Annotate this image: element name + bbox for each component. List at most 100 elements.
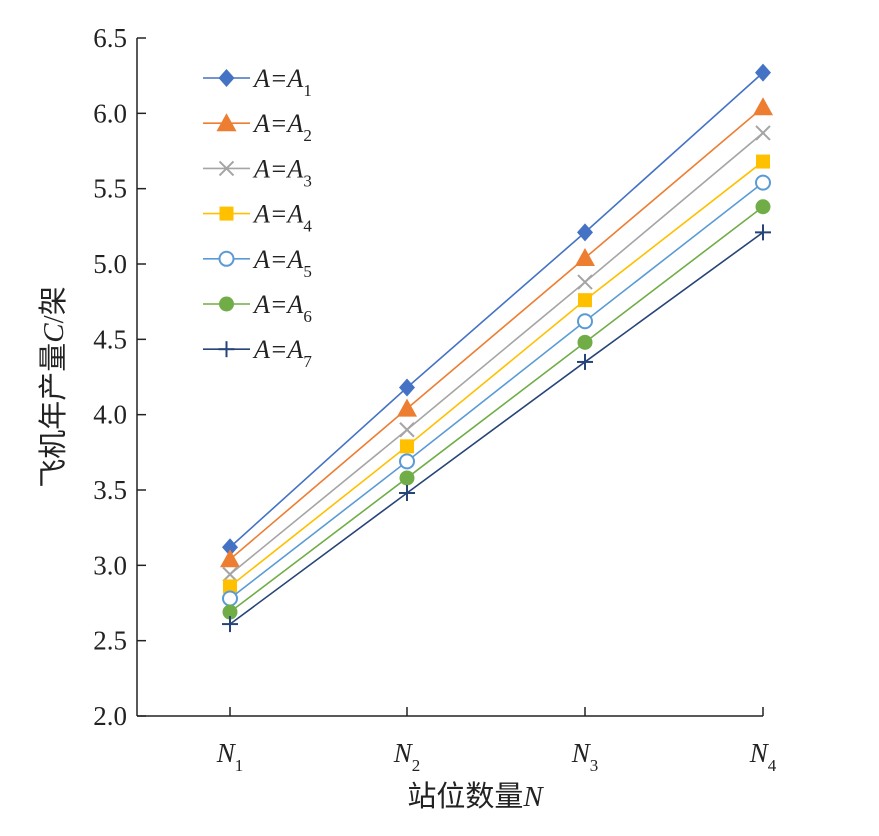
- legend-label: A=A4: [252, 200, 312, 236]
- series-layer: [220, 63, 773, 633]
- data-point: [756, 154, 770, 169]
- series-line: [229, 132, 764, 575]
- data-point: [222, 616, 238, 633]
- legend-item: A=A5: [203, 245, 312, 281]
- legend-label-sub: 3: [303, 171, 312, 190]
- y-tick-label: 5.5: [93, 174, 127, 204]
- data-point: [575, 247, 595, 266]
- x-axis-title: 站位数量N: [407, 780, 544, 813]
- legend-swatch-marker: [216, 113, 237, 132]
- y-axis-title-var: C: [38, 323, 70, 343]
- x-tick-label: N3: [571, 738, 599, 775]
- legend-label-sub: 1: [303, 81, 312, 100]
- legend-swatch-marker: [218, 341, 235, 358]
- y-tick-label: 3.5: [93, 475, 127, 505]
- series-A5: [222, 174, 771, 607]
- x-tick-label-base: N: [571, 738, 592, 768]
- series-A7: [222, 224, 771, 633]
- y-tick-label: 4.0: [93, 400, 127, 430]
- legend: A=A1A=A2A=A3A=A4A=A5A=A6A=A7: [203, 64, 312, 371]
- x-tick-label-base: N: [216, 738, 237, 768]
- legend-label-text: A=A: [252, 109, 303, 138]
- legend-item: A=A2: [203, 109, 312, 145]
- series-A4: [223, 154, 770, 594]
- x-axis-ticks: N1 N2 N3 N4: [216, 707, 777, 775]
- legend-swatch-marker: [219, 206, 234, 221]
- legend-label: A=A1: [252, 64, 312, 100]
- data-point: [399, 378, 415, 397]
- data-point: [755, 224, 771, 241]
- y-tick-label: 6.0: [93, 98, 127, 128]
- x-tick-label-base: N: [393, 738, 414, 768]
- data-point: [578, 293, 592, 308]
- legend-swatch-marker: [218, 250, 235, 267]
- legend-item: A=A6: [203, 290, 312, 326]
- data-point: [577, 274, 593, 290]
- series-line: [229, 231, 764, 625]
- legend-label-text: A=A: [252, 290, 303, 319]
- data-point: [222, 590, 238, 607]
- data-point: [755, 63, 771, 82]
- y-tick-label: 5.0: [93, 249, 127, 279]
- data-point: [399, 453, 415, 470]
- series-A6: [222, 199, 771, 620]
- x-tick-label: N2: [393, 738, 421, 775]
- x-tick-label-sub: 2: [412, 756, 421, 775]
- series-line: [229, 72, 764, 548]
- legend-item: A=A1: [203, 64, 312, 100]
- legend-label-text: A=A: [252, 200, 303, 229]
- legend-item: A=A7: [203, 335, 312, 371]
- series-line: [229, 106, 764, 560]
- data-point: [577, 353, 593, 370]
- legend-label: A=A7: [252, 335, 312, 371]
- series-A2: [220, 97, 773, 568]
- x-axis-title-text: 站位数量: [407, 780, 523, 813]
- y-tick-label: 4.5: [93, 324, 127, 354]
- data-point: [753, 97, 773, 116]
- data-point: [577, 313, 593, 330]
- x-tick-label: N4: [749, 738, 777, 775]
- series-A3: [222, 125, 771, 583]
- y-axis-title-unit: /架: [38, 286, 70, 323]
- legend-label: A=A3: [252, 154, 312, 190]
- data-point: [755, 125, 771, 141]
- y-tick-label: 2.0: [93, 701, 127, 731]
- legend-label-sub: 5: [303, 262, 312, 281]
- legend-label-sub: 4: [303, 217, 312, 236]
- legend-label-sub: 6: [303, 307, 312, 326]
- x-tick-label-sub: 1: [235, 756, 244, 775]
- y-tick-label: 3.0: [93, 550, 127, 580]
- legend-swatch-marker: [218, 69, 235, 87]
- data-point: [397, 398, 417, 417]
- legend-item: A=A3: [203, 154, 312, 190]
- y-axis-title: 飞机年产量C/架: [37, 286, 70, 487]
- legend-label-text: A=A: [252, 64, 303, 93]
- y-axis-title-text: 飞机年产量: [37, 343, 70, 488]
- legend-label-sub: 2: [303, 126, 312, 145]
- legend-label-text: A=A: [252, 154, 303, 183]
- plot-area: 2.02.53.03.54.04.55.05.56.06.5 N1 N2 N3 N4: [93, 23, 777, 775]
- series-line: [229, 160, 764, 588]
- legend-label-text: A=A: [252, 245, 303, 274]
- legend-label: A=A5: [252, 245, 312, 281]
- legend-swatch-marker: [219, 296, 234, 312]
- data-point: [222, 604, 238, 620]
- x-tick-label-sub: 3: [590, 756, 599, 775]
- data-point: [577, 223, 593, 242]
- x-tick-label: N1: [216, 738, 244, 775]
- data-point: [577, 334, 593, 350]
- series-line: [229, 182, 764, 600]
- series-line: [229, 206, 764, 613]
- legend-label-sub: 7: [303, 352, 312, 371]
- legend-label: A=A2: [252, 109, 312, 145]
- series-A1: [222, 63, 771, 557]
- legend-item: A=A4: [203, 200, 312, 236]
- y-axis-ticks: 2.0 2.5 3.0 3.5 4.0 4.5 5.0 5.5 6.0 6.5: [93, 23, 146, 731]
- data-point: [755, 199, 771, 215]
- y-tick-label: 6.5: [93, 23, 127, 53]
- x-tick-label-sub: 4: [768, 756, 777, 775]
- y-tick-label: 2.5: [93, 626, 127, 656]
- data-point: [220, 549, 240, 568]
- x-tick-label-base: N: [749, 738, 770, 768]
- legend-label: A=A6: [252, 290, 312, 326]
